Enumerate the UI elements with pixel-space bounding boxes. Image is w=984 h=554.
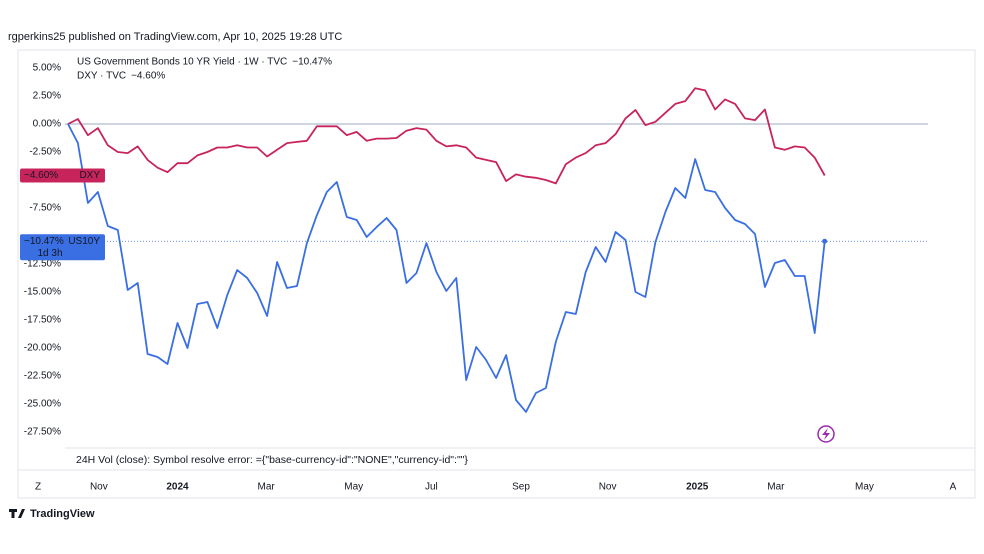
header: rgperkins25 published on TradingView.com… <box>8 31 342 43</box>
price-tag-box <box>20 234 105 261</box>
x-tick-label: May <box>344 482 363 493</box>
y-tick-label: -12.50% <box>24 259 61 270</box>
y-tick-label: -17.50% <box>24 315 61 326</box>
x-tick-label: Mar <box>767 482 785 493</box>
y-tick-label: 2.50% <box>33 91 61 102</box>
price-tag-box <box>20 168 105 183</box>
x-tick-label: Jul <box>425 482 438 493</box>
y-tick-label: 0.00% <box>33 119 61 130</box>
series-line <box>67 87 826 185</box>
x-tick-label: 2025 <box>686 482 709 493</box>
y-tick-label: -20.00% <box>24 343 61 354</box>
legend-value: −4.60% <box>131 71 165 82</box>
price-tag-name: DXY <box>79 170 100 181</box>
x-tick-label: 2024 <box>166 482 189 493</box>
x-tick-label: May <box>855 482 874 493</box>
legend-entry: DXY · TVC <box>77 71 126 82</box>
legend-value: −10.47% <box>292 57 332 68</box>
status-text: 24H Vol (close): Symbol resolve error: =… <box>76 454 468 466</box>
price-tag: −10.47% US10Y 1d 3h <box>20 234 105 261</box>
x-tick-label: Nov <box>90 482 108 493</box>
price-tag-value: −4.60% <box>24 170 58 181</box>
y-tick-label: -15.00% <box>24 287 61 298</box>
price-tag-value: −10.47% <box>24 236 64 247</box>
x-tick-label: Nov <box>599 482 617 493</box>
x-tick-label: Sep <box>512 482 530 493</box>
x-tick-label: Mar <box>257 482 275 493</box>
logo-text: TradingView <box>30 508 95 520</box>
y-tick-label: -22.50% <box>24 371 61 382</box>
price-tag-countdown: 1d 3h <box>37 248 62 259</box>
auto-button[interactable]: A <box>950 482 957 493</box>
price-tag-name: US10Y <box>68 236 100 247</box>
last-point <box>822 238 828 244</box>
price-tag: −4.60% DXY <box>20 168 105 183</box>
y-tick-label: 5.00% <box>33 63 61 74</box>
series-line <box>67 123 826 413</box>
zoom-button[interactable]: Z <box>35 482 41 493</box>
y-tick-label: -7.50% <box>29 203 61 214</box>
y-tick-label: -2.50% <box>29 147 61 158</box>
y-tick-label: -27.50% <box>24 427 61 438</box>
y-tick-label: -25.00% <box>24 399 61 410</box>
logo <box>9 509 25 518</box>
lightning-icon[interactable] <box>817 425 835 443</box>
chart-frame <box>17 49 976 499</box>
legend-entry: US Government Bonds 10 YR Yield · 1W · T… <box>77 57 287 68</box>
